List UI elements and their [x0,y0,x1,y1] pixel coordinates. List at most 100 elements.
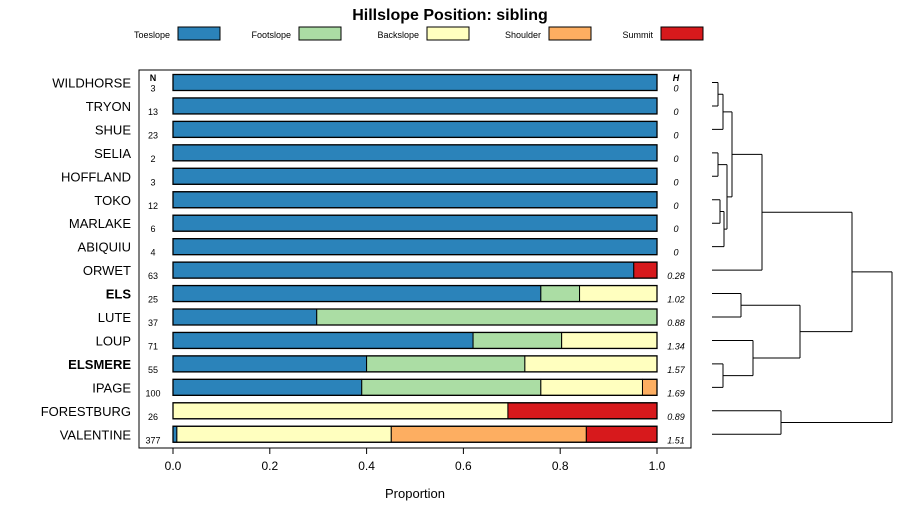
h-value-marlake: 0 [673,224,678,234]
h-value-abiquiu: 0 [673,248,678,258]
n-value-marlake: 6 [150,224,155,234]
bar-outline-forestburg [172,402,658,420]
row-label-toko: TOKO [94,193,131,208]
row-label-marlake: MARLAKE [69,216,131,231]
h-value-shue: 0 [673,130,678,140]
dendrogram-branch-els-lute [712,293,742,318]
h-value-tryon: 0 [673,107,678,117]
bar-outline-elsmere [172,355,658,373]
bar-ipage-footslope [361,378,542,396]
bar-lute-footslope [316,308,658,326]
bar-outline-shue [172,120,658,139]
bar-outline-loup [172,331,658,350]
dendrogram-branch-loup [712,339,754,377]
row-label-loup: LOUP [96,333,131,348]
row-label-orwet: ORWET [83,263,131,278]
bar-outline-valentine [172,425,658,443]
bar-outline-els [172,284,658,303]
h-value-lute: 0.88 [667,318,685,328]
row-label-tryon: TRYON [86,99,131,114]
bar-outline-selia [172,144,658,162]
bar-valentine-backslope [176,425,392,443]
bar-loup-toeslope [172,331,474,349]
x-tick-label: 1.0 [649,459,666,473]
dendrogram-branch-wildhorse-tryon [712,82,719,107]
legend-label-shoulder: Shoulder [505,30,541,40]
legend-label-summit: Summit [622,30,653,40]
bar-outline-abiquiu [172,237,658,256]
legend-swatch-footslope [298,26,342,41]
row-label-ipage: IPAGE [92,380,131,395]
bar-outline-wildhorse [172,73,658,92]
bar-marlake-toeslope [172,214,658,232]
x-tick-label: 0.6 [455,459,472,473]
plot-frame [138,69,692,449]
bar-forestburg-backslope [172,402,509,420]
row-label-hoffland: HOFFLAND [61,169,131,184]
legend-label-backslope: Backslope [377,30,419,40]
n-value-selia: 2 [150,154,155,164]
row-label-shue: SHUE [95,122,131,137]
n-value-wildhorse: 3 [150,84,155,94]
bar-orwet-toeslope [172,261,635,279]
dendrogram-branch-elsmere-ipage [712,363,724,388]
x-tick-label: 0.4 [358,459,375,473]
chart-rows: WILDHORSE 3 0 TRYON 13 0 SHUE 23 0 SELIA 2 0 HOFFLAN… [41,73,686,445]
n-value-valentine: 377 [145,435,160,445]
h-value-els: 1.02 [667,295,685,305]
h-value-forestburg: 0.89 [667,412,685,422]
n-value-toko: 12 [148,201,158,211]
legend-swatch-summit [660,26,704,41]
bar-tryon-toeslope [172,97,658,115]
bar-toko-toeslope [172,191,658,209]
bar-outline-lute [172,308,658,326]
legend-label-footslope: Footslope [251,30,291,40]
n-column-header: N [150,73,157,83]
dendrogram-branch-mid [718,164,728,230]
dendrogram-root [781,271,893,424]
n-value-abiquiu: 4 [150,248,155,258]
row-label-forestburg: FORESTBURG [41,404,131,419]
x-axis: 0.0 0.2 0.4 0.6 0.8 1.0 [165,448,666,473]
dendrogram-branch-main [762,211,853,333]
h-value-orwet: 0.28 [667,271,685,281]
bar-els-backslope [579,285,658,303]
dendrogram-branch-lower-mid [741,304,801,359]
x-tick-label: 0.2 [261,459,278,473]
legend: Toeslope Footslope Backslope Shoulder Summit [134,26,704,41]
dendrogram-branch-abiquiu [712,210,725,248]
bar-elsmere-toeslope [172,355,368,373]
bar-elsmere-footslope [366,355,526,373]
bar-loup-footslope [472,331,563,349]
h-value-selia: 0 [673,154,678,164]
dendrogram-branch-forestburg-valentine [712,410,782,435]
n-value-elsmere: 55 [148,365,158,375]
h-column-header: H [673,73,680,83]
h-value-valentine: 1.51 [667,435,685,445]
n-value-ipage: 100 [145,388,160,398]
h-value-ipage: 1.69 [667,388,685,398]
row-label-selia: SELIA [94,146,131,161]
dendrogram-branch-selia-hoffland [712,152,719,177]
bar-abiquiu-toeslope [172,238,658,256]
n-value-tryon: 13 [148,107,158,117]
h-value-elsmere: 1.57 [667,365,686,375]
n-value-orwet: 63 [148,271,158,281]
bar-elsmere-backslope [524,355,658,373]
bar-ipage-shoulder [641,378,658,396]
bar-loup-backslope [561,331,658,349]
bar-valentine-summit [585,425,658,443]
n-value-hoffland: 3 [150,177,155,187]
row-label-valentine: VALENTINE [60,427,132,442]
bar-hoffland-toeslope [172,167,658,185]
n-value-loup: 71 [148,341,158,351]
legend-swatch-shoulder [548,26,592,41]
n-value-shue: 23 [148,130,158,140]
row-label-els: ELS [106,287,132,302]
bar-els-footslope [540,285,581,303]
h-value-toko: 0 [673,201,678,211]
dendrogram [712,82,893,435]
bar-outline-hoffland [172,167,658,185]
h-value-hoffland: 0 [673,177,678,187]
x-axis-label: Proportion [385,486,445,501]
